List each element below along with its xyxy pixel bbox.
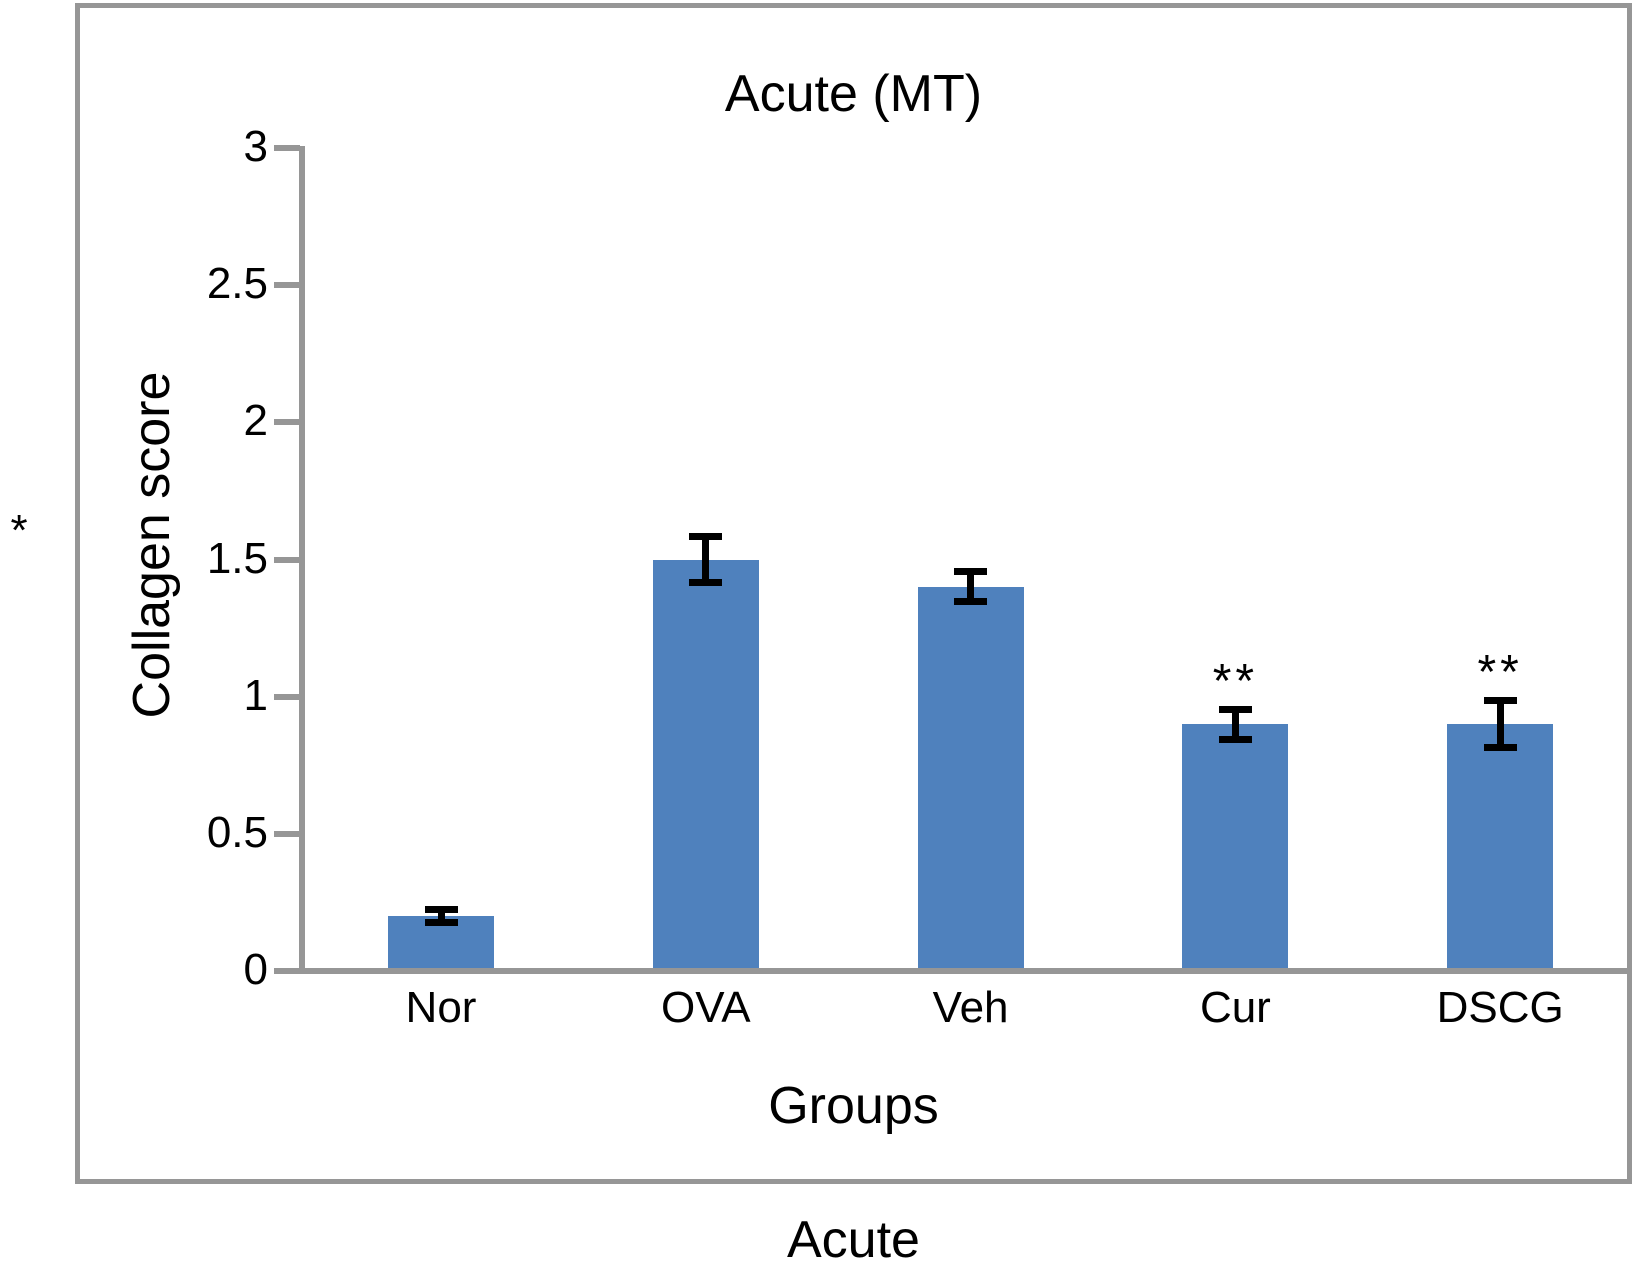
x-axis-line <box>299 968 1627 974</box>
bar <box>652 559 759 968</box>
y-tick-mark <box>274 968 300 974</box>
x-category-label: OVA <box>660 983 751 1032</box>
y-axis-line <box>299 146 305 974</box>
chart-title: Acute (MT) <box>724 65 983 123</box>
significance-marker: ** <box>1477 646 1523 700</box>
y-tick-mark <box>274 693 300 700</box>
bar <box>917 586 1024 968</box>
bar <box>1182 724 1289 968</box>
error-bar-cap-bottom <box>954 598 988 606</box>
error-bar-cap-bottom <box>689 579 723 587</box>
error-bar-cap-bottom <box>1483 743 1517 751</box>
panel-asterisk: * <box>10 506 28 555</box>
error-bar-cap-top <box>1483 697 1517 705</box>
y-tick-mark <box>274 556 300 563</box>
y-tick-mark <box>274 830 300 837</box>
y-tick-label: 3 <box>243 122 268 171</box>
y-tick-label: 1.5 <box>206 533 268 583</box>
x-category-label: Nor <box>405 983 477 1032</box>
error-bar-line <box>1496 699 1504 749</box>
y-tick-mark <box>274 145 300 151</box>
error-bar-line <box>702 534 710 585</box>
error-bar-line <box>967 570 975 604</box>
y-tick-label: 2 <box>243 396 268 446</box>
y-tick-label: 1 <box>243 670 268 720</box>
footer-label: Acute <box>787 1211 920 1269</box>
y-tick-label: 0.5 <box>206 807 268 857</box>
y-tick-label: 0 <box>243 945 268 994</box>
error-bar-line <box>1231 707 1239 741</box>
x-category-label: DSCG <box>1436 983 1564 1032</box>
x-category-label: Veh <box>932 983 1009 1032</box>
y-tick-mark <box>274 282 300 289</box>
y-tick-mark <box>274 419 300 426</box>
bar <box>1447 724 1554 968</box>
significance-marker: ** <box>1212 654 1259 708</box>
error-bar-cap-top <box>689 532 723 540</box>
error-bar-cap-top <box>424 905 458 913</box>
x-axis-label: Groups <box>768 1077 939 1135</box>
error-bar-cap-bottom <box>1218 735 1252 743</box>
y-tick-label: 2.5 <box>206 259 268 309</box>
x-category-label: Cur <box>1199 983 1271 1032</box>
error-bar-line <box>437 907 445 925</box>
error-bar-cap-bottom <box>424 919 458 927</box>
error-bar-cap-top <box>954 568 988 576</box>
chart-frame <box>75 3 1632 1184</box>
error-bar-cap-top <box>1218 705 1252 713</box>
